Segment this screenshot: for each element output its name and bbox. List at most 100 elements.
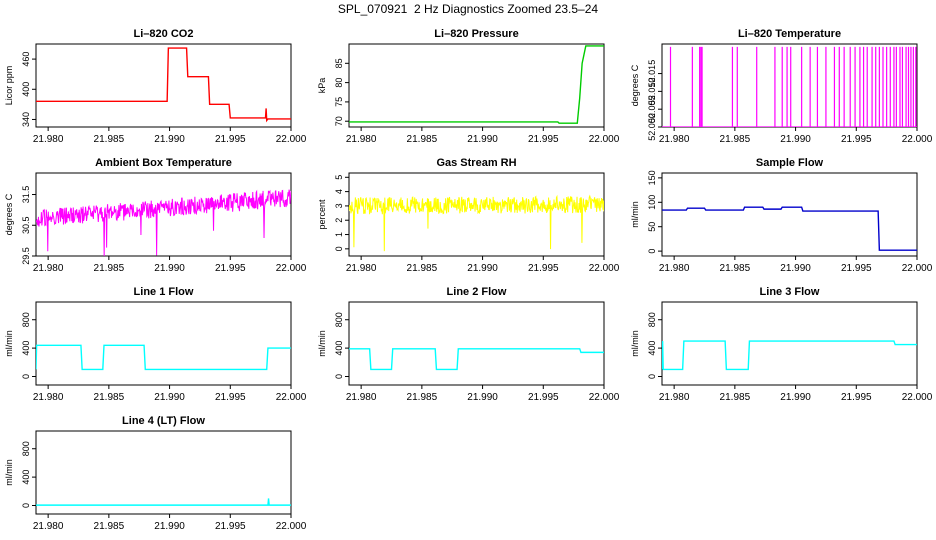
y-tick-label: 0 — [334, 246, 344, 251]
x-tick-label: 21.980 — [346, 392, 377, 403]
chart-panel: Li–820 Temperature 21.980 21.985 21.990 21.9… — [630, 28, 933, 145]
series-line — [36, 47, 291, 123]
chart-panel: Li–820 CO2 21.980 21.985 21.990 21.995 22.000… — [4, 28, 307, 145]
y-axis-label: kPa — [317, 78, 327, 94]
x-tick-label: 21.980 — [33, 392, 64, 403]
plot-area — [36, 498, 291, 506]
y-tick-label: 800 — [21, 312, 31, 327]
x-tick-label: 21.985 — [407, 392, 438, 403]
y-axis-label: percent — [317, 199, 327, 230]
panel-title: Line 3 Flow — [760, 286, 820, 298]
x-tick-label: 21.980 — [346, 263, 377, 274]
series-line — [36, 498, 291, 506]
chart-panel: Line 3 Flow 21.980 21.985 21.990 21.995 22.00… — [630, 286, 933, 403]
x-tick-label: 22.000 — [589, 392, 620, 403]
y-tick-label: 0 — [334, 374, 344, 379]
plot-frame — [661, 172, 918, 257]
y-tick-label: 400 — [21, 341, 31, 356]
plot-frame — [661, 43, 918, 128]
x-tick-label: 21.995 — [215, 134, 246, 145]
x-tick-label: 21.980 — [659, 263, 690, 274]
plot-frame — [348, 43, 605, 128]
x-tick-label: 21.990 — [780, 263, 811, 274]
plot-frame — [348, 172, 605, 257]
x-tick-label: 21.990 — [780, 134, 811, 145]
y-tick-label: 460 — [21, 52, 31, 67]
series-line — [349, 45, 604, 124]
plot-area — [349, 45, 604, 124]
y-tick-label: 340 — [21, 112, 31, 127]
x-tick-label: 21.990 — [467, 392, 498, 403]
x-tick-label: 21.995 — [841, 392, 872, 403]
series-line — [349, 348, 604, 371]
y-tick-label: 75 — [334, 97, 344, 107]
x-tick-label: 21.985 — [94, 392, 125, 403]
y-tick-label: 52.010 — [647, 78, 657, 106]
x-tick-label: 21.990 — [154, 521, 185, 532]
y-tick-label: 100 — [647, 195, 657, 210]
plot-area — [349, 194, 604, 252]
y-tick-label: 0 — [21, 503, 31, 508]
y-tick-label: 30.5 — [21, 216, 31, 234]
panel-title: Gas Stream RH — [436, 157, 516, 169]
x-tick-label: 21.985 — [720, 392, 751, 403]
chart-panel: Line 1 Flow 21.980 21.985 21.990 21.995 22.00… — [4, 286, 307, 403]
y-tick-label: 52.005 — [647, 95, 657, 123]
y-tick-label: 400 — [647, 341, 657, 356]
x-tick-label: 21.985 — [94, 263, 125, 274]
x-tick-label: 21.995 — [528, 134, 559, 145]
x-tick-label: 21.990 — [467, 263, 498, 274]
plot-area — [36, 344, 291, 371]
x-tick-label: 21.995 — [528, 392, 559, 403]
x-tick-label: 21.990 — [467, 134, 498, 145]
x-tick-label: 21.980 — [346, 134, 377, 145]
chart-panel: Li–820 Pressure 21.980 21.985 21.990 21.995 2… — [317, 28, 620, 145]
x-tick-label: 21.995 — [215, 392, 246, 403]
plot-frame — [35, 430, 292, 515]
series-line — [662, 206, 917, 251]
y-tick-label: 5 — [334, 175, 344, 180]
y-tick-label: 52.015 — [647, 60, 657, 88]
y-tick-label: 800 — [21, 441, 31, 456]
y-tick-label: 150 — [647, 170, 657, 185]
plot-frame — [35, 172, 292, 257]
x-tick-label: 22.000 — [276, 392, 307, 403]
y-axis-label: ml/min — [630, 201, 640, 228]
x-tick-label: 22.000 — [589, 263, 620, 274]
chart-panel: Sample Flow 21.980 21.985 21.990 21.995 22.00… — [630, 157, 933, 274]
x-tick-label: 21.990 — [154, 134, 185, 145]
plot-frame — [661, 301, 918, 386]
x-tick-label: 22.000 — [276, 263, 307, 274]
x-tick-label: 21.985 — [94, 521, 125, 532]
x-tick-label: 21.980 — [659, 392, 690, 403]
y-axis-label: ml/min — [630, 330, 640, 357]
y-axis-label: ml/min — [317, 330, 327, 357]
plot-frame — [35, 301, 292, 386]
x-tick-label: 22.000 — [276, 521, 307, 532]
panel-title: Sample Flow — [756, 157, 824, 169]
x-tick-label: 21.980 — [33, 521, 64, 532]
x-tick-label: 21.995 — [841, 134, 872, 145]
plot-area — [349, 348, 604, 371]
y-axis-label: ml/min — [4, 330, 14, 357]
panel-title: Line 2 Flow — [447, 286, 507, 298]
y-tick-label: 29.5 — [21, 247, 31, 265]
x-tick-label: 22.000 — [276, 134, 307, 145]
x-tick-label: 21.990 — [154, 263, 185, 274]
y-tick-label: 400 — [21, 82, 31, 97]
x-tick-label: 21.990 — [154, 392, 185, 403]
x-tick-label: 21.980 — [33, 134, 64, 145]
series-line — [36, 189, 291, 256]
series-line — [662, 340, 917, 371]
plot-area — [36, 189, 291, 256]
y-tick-label: 52.000 — [647, 113, 657, 141]
x-tick-label: 21.995 — [528, 263, 559, 274]
x-tick-label: 21.980 — [659, 134, 690, 145]
series-line — [349, 194, 604, 252]
y-tick-label: 800 — [334, 312, 344, 327]
x-tick-label: 21.985 — [720, 263, 751, 274]
plot-frame — [35, 43, 292, 128]
y-axis-label: Licor ppm — [4, 66, 14, 106]
panel-title: Ambient Box Temperature — [95, 157, 232, 169]
y-tick-label: 50 — [647, 222, 657, 232]
